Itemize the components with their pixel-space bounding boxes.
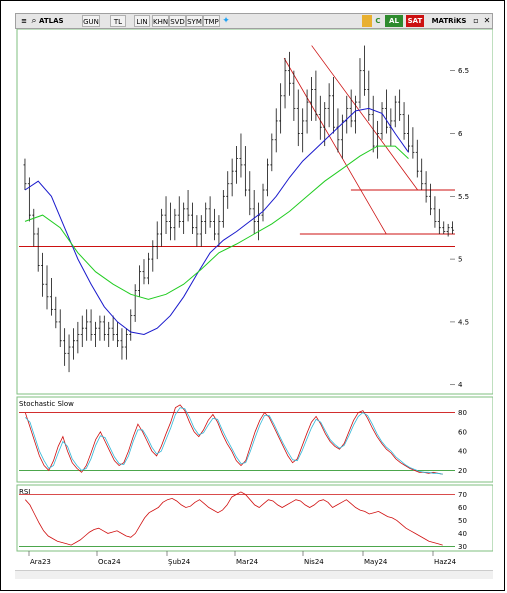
price-tick-label: 6 xyxy=(458,130,463,138)
rsi-panel xyxy=(16,484,493,552)
stochastic-panel xyxy=(16,396,493,483)
symbol-label[interactable]: ATLAS xyxy=(39,17,64,25)
zoom-icon[interactable]: ⌕ xyxy=(31,16,37,26)
toolbar: ≡ ⌕ ATLAS GUN TL LIN KHN SVD SYM TMP ✦ C… xyxy=(15,13,493,29)
rsi-tick-label: 30 xyxy=(458,543,467,551)
stochastic-tick-label: 40 xyxy=(458,448,467,456)
moving-average-green xyxy=(24,145,409,300)
rsi-series-line xyxy=(25,491,443,546)
stochastic-series-line xyxy=(24,404,443,475)
channel-line xyxy=(283,57,387,235)
tb-button-sym[interactable]: SYM xyxy=(186,15,203,27)
minimize-icon[interactable]: ▫ xyxy=(473,16,479,25)
tb-button-tl[interactable]: TL xyxy=(110,15,126,27)
rsi-title: RSI xyxy=(19,488,30,496)
rsi-tick-label: 40 xyxy=(458,530,467,538)
close-icon[interactable]: ✕ xyxy=(483,16,491,25)
price-tick-label: 5 xyxy=(458,256,462,264)
date-tick-label: Haz24 xyxy=(434,558,457,566)
rsi-tick-label: 50 xyxy=(458,517,467,525)
horizontal-scrollbar[interactable] xyxy=(15,570,493,579)
channel-line xyxy=(311,45,419,191)
rsi-tick-label: 60 xyxy=(458,504,467,512)
date-tick-label: May24 xyxy=(364,558,388,566)
date-tick-label: Oca24 xyxy=(98,558,121,566)
date-tick-label: Ara23 xyxy=(30,558,51,566)
sat-button[interactable]: SAT xyxy=(406,15,424,27)
stochastic-title: Stochastic Slow xyxy=(19,400,74,408)
stochastic-series-line xyxy=(25,407,443,475)
stochastic-tick-label: 20 xyxy=(458,467,467,475)
twitter-icon[interactable]: ✦ xyxy=(222,16,230,26)
tb-button-tmp[interactable]: TMP xyxy=(203,15,220,27)
date-tick-label: Şub24 xyxy=(168,558,191,566)
price-tick-label: 6.5 xyxy=(458,67,469,75)
rsi-tick-label: 70 xyxy=(458,491,467,499)
chart-area: 4 4.5 5 5.5 6 6.5 Stochastic Slow 20 40 60 80 RS… xyxy=(16,29,493,566)
c-icon[interactable]: C xyxy=(375,17,381,25)
price-tick-label: 4 xyxy=(458,381,463,389)
price-tick-label: 4.5 xyxy=(458,318,469,326)
menu-icon[interactable]: ≡ xyxy=(21,17,27,25)
price-panel xyxy=(16,29,493,395)
al-button[interactable]: AL xyxy=(385,15,403,27)
stochastic-tick-label: 60 xyxy=(458,428,467,436)
tb-button-khn[interactable]: KHN xyxy=(152,15,169,27)
matriks-logo: MATRiKS xyxy=(431,17,467,25)
stochastic-tick-label: 80 xyxy=(458,409,467,417)
moving-average-blue xyxy=(24,107,409,336)
tb-button-svd[interactable]: SVD xyxy=(169,15,186,27)
tb-button-lin[interactable]: LIN xyxy=(134,15,150,27)
chart-icon[interactable] xyxy=(362,15,372,27)
price-tick-label: 5.5 xyxy=(458,193,469,201)
tb-button-gun[interactable]: GUN xyxy=(82,15,100,27)
date-tick-label: Nis24 xyxy=(304,558,324,566)
date-tick-label: Mar24 xyxy=(236,558,259,566)
